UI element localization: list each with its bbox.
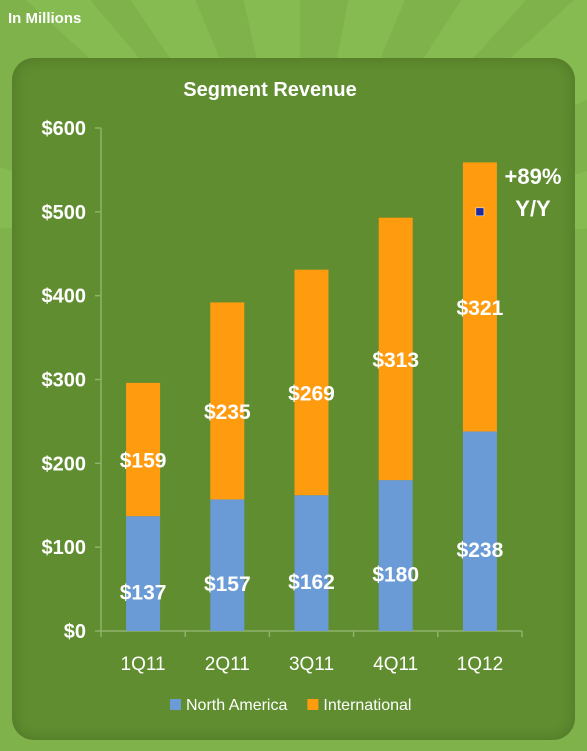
international-legend-label: International [323,697,411,714]
north-america-value-label: $137 [120,582,167,605]
growth-annotation-line1: +89% [505,164,562,189]
y-tick-label: $100 [42,537,87,559]
north-america-bar [210,499,245,631]
international-value-label: $321 [457,297,504,320]
data-marker [475,207,485,217]
north-america-value-label: $238 [457,539,504,562]
international-value-label: $235 [204,401,251,424]
y-tick-label: $300 [42,370,87,392]
international-value-label: $313 [372,349,419,372]
international-value-label: $159 [120,450,167,473]
x-tick-label: 1Q11 [121,654,166,675]
north-america-bar [378,480,413,631]
x-tick-label: 2Q11 [205,654,250,675]
units-label: In Millions [8,10,82,27]
y-tick-label: $500 [42,202,87,224]
y-tick-label: $600 [42,118,87,140]
north-america-legend-swatch [170,699,181,710]
north-america-legend-label: North America [186,697,287,714]
international-bar [378,217,413,481]
x-tick-label: 4Q11 [373,654,418,675]
north-america-value-label: $162 [288,571,335,594]
x-axis-ticks: 1Q11 2Q11 3Q11 4Q11 1Q12 [100,631,523,675]
growth-annotation-line2: Y/Y [515,196,551,221]
bars-group [126,162,497,631]
x-tick-label: 3Q11 [289,654,334,675]
chart-title: Segment Revenue [183,79,356,101]
y-tick-label: $400 [42,286,87,308]
y-tick-label: $200 [42,453,87,475]
north-america-value-label: $180 [372,564,419,587]
international-bar [126,382,161,517]
north-america-bar [126,516,161,631]
legend: North America International [170,697,411,714]
international-legend-swatch [307,699,319,710]
y-tick-label: $0 [64,621,86,643]
y-axis-ticks: $0 $100 $200 $300 $400 $500 $600 [42,118,101,643]
growth-annotation: +89% Y/Y [505,164,562,221]
international-value-label: $269 [288,382,335,405]
bar-labels-group: $137 $157 $162 $180 $238 $159 $235 $269 $313 $321 [120,297,504,605]
north-america-bar [462,431,497,631]
international-bar [462,162,497,432]
international-bar [294,269,329,496]
international-bar [210,302,245,500]
north-america-value-label: $157 [204,573,251,596]
north-america-bar [294,495,329,631]
x-tick-label: 1Q12 [457,654,503,675]
